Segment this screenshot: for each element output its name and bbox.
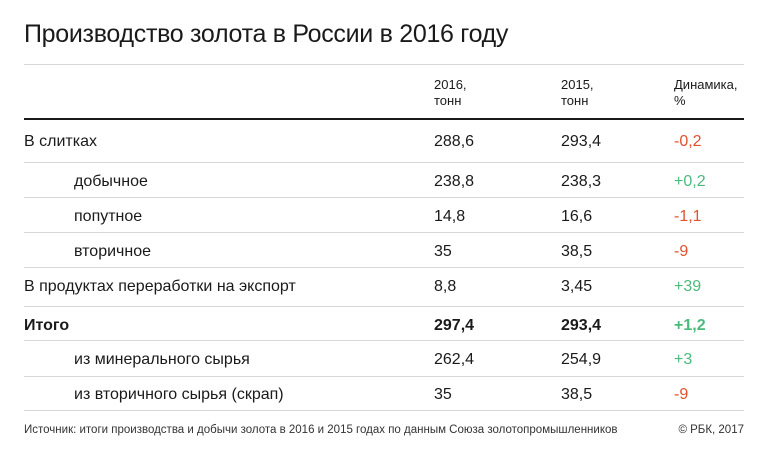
- dynamics-value: +1,2: [674, 317, 706, 334]
- dynamics-value: +0,2: [674, 173, 706, 190]
- row-label: вторичное: [74, 243, 151, 260]
- row-label: В продуктах переработки на экспорт: [24, 278, 296, 295]
- row-divider: [24, 340, 744, 341]
- column-header-2016-line1: 2016,: [434, 77, 467, 92]
- row-divider: [24, 410, 744, 411]
- column-header-2015-line1: 2015,: [561, 77, 594, 92]
- source-note: Источник: итоги производства и добычи зо…: [24, 424, 618, 436]
- page-title: Производство золота в России в 2016 году: [24, 20, 509, 48]
- value-2016: 297,4: [434, 317, 475, 334]
- value-2015: 38,5: [561, 243, 593, 260]
- value-2015: 254,9: [561, 351, 602, 368]
- row-label: попутное: [74, 208, 143, 225]
- dynamics-value: -9: [674, 243, 689, 260]
- value-2016: 14,8: [434, 208, 466, 225]
- dynamics-value: -9: [674, 386, 689, 403]
- value-2016: 35: [434, 243, 452, 260]
- value-2016: 35: [434, 386, 452, 403]
- row-divider: [24, 162, 744, 163]
- value-2016: 288,6: [434, 133, 475, 150]
- value-2016: 262,4: [434, 351, 475, 368]
- column-header-dynamics-line1: Динамика,: [674, 77, 738, 92]
- top-divider: [24, 64, 744, 65]
- column-header-2015: 2015, тонн: [561, 77, 594, 109]
- row-divider: [24, 197, 744, 198]
- column-header-2016-line2: тонн: [434, 93, 462, 108]
- dynamics-value: +3: [674, 351, 693, 368]
- row-divider: [24, 267, 744, 268]
- value-2015: 3,45: [561, 278, 593, 295]
- dynamics-value: -0,2: [674, 133, 702, 150]
- row-divider: [24, 376, 744, 377]
- row-label: В слитках: [24, 133, 97, 150]
- value-2015: 38,5: [561, 386, 593, 403]
- dynamics-value: +39: [674, 278, 702, 295]
- row-label: из минерального сырья: [74, 351, 250, 368]
- row-label: Итого: [24, 317, 70, 334]
- row-label: добычное: [74, 173, 148, 190]
- column-header-2015-line2: тонн: [561, 93, 589, 108]
- value-2015: 293,4: [561, 317, 602, 334]
- column-header-dynamics-line2: %: [674, 93, 686, 108]
- value-2015: 16,6: [561, 208, 593, 225]
- row-label: из вторичного сырья (скрап): [74, 386, 284, 403]
- value-2016: 8,8: [434, 278, 457, 295]
- value-2015: 293,4: [561, 133, 602, 150]
- value-2016: 238,8: [434, 173, 475, 190]
- header-divider: [24, 118, 744, 120]
- dynamics-value: -1,1: [674, 208, 702, 225]
- value-2015: 238,3: [561, 173, 602, 190]
- column-header-2016: 2016, тонн: [434, 77, 467, 109]
- row-divider: [24, 306, 744, 307]
- copyright: © РБК, 2017: [678, 424, 744, 436]
- row-divider: [24, 232, 744, 233]
- column-header-dynamics: Динамика, %: [674, 77, 738, 109]
